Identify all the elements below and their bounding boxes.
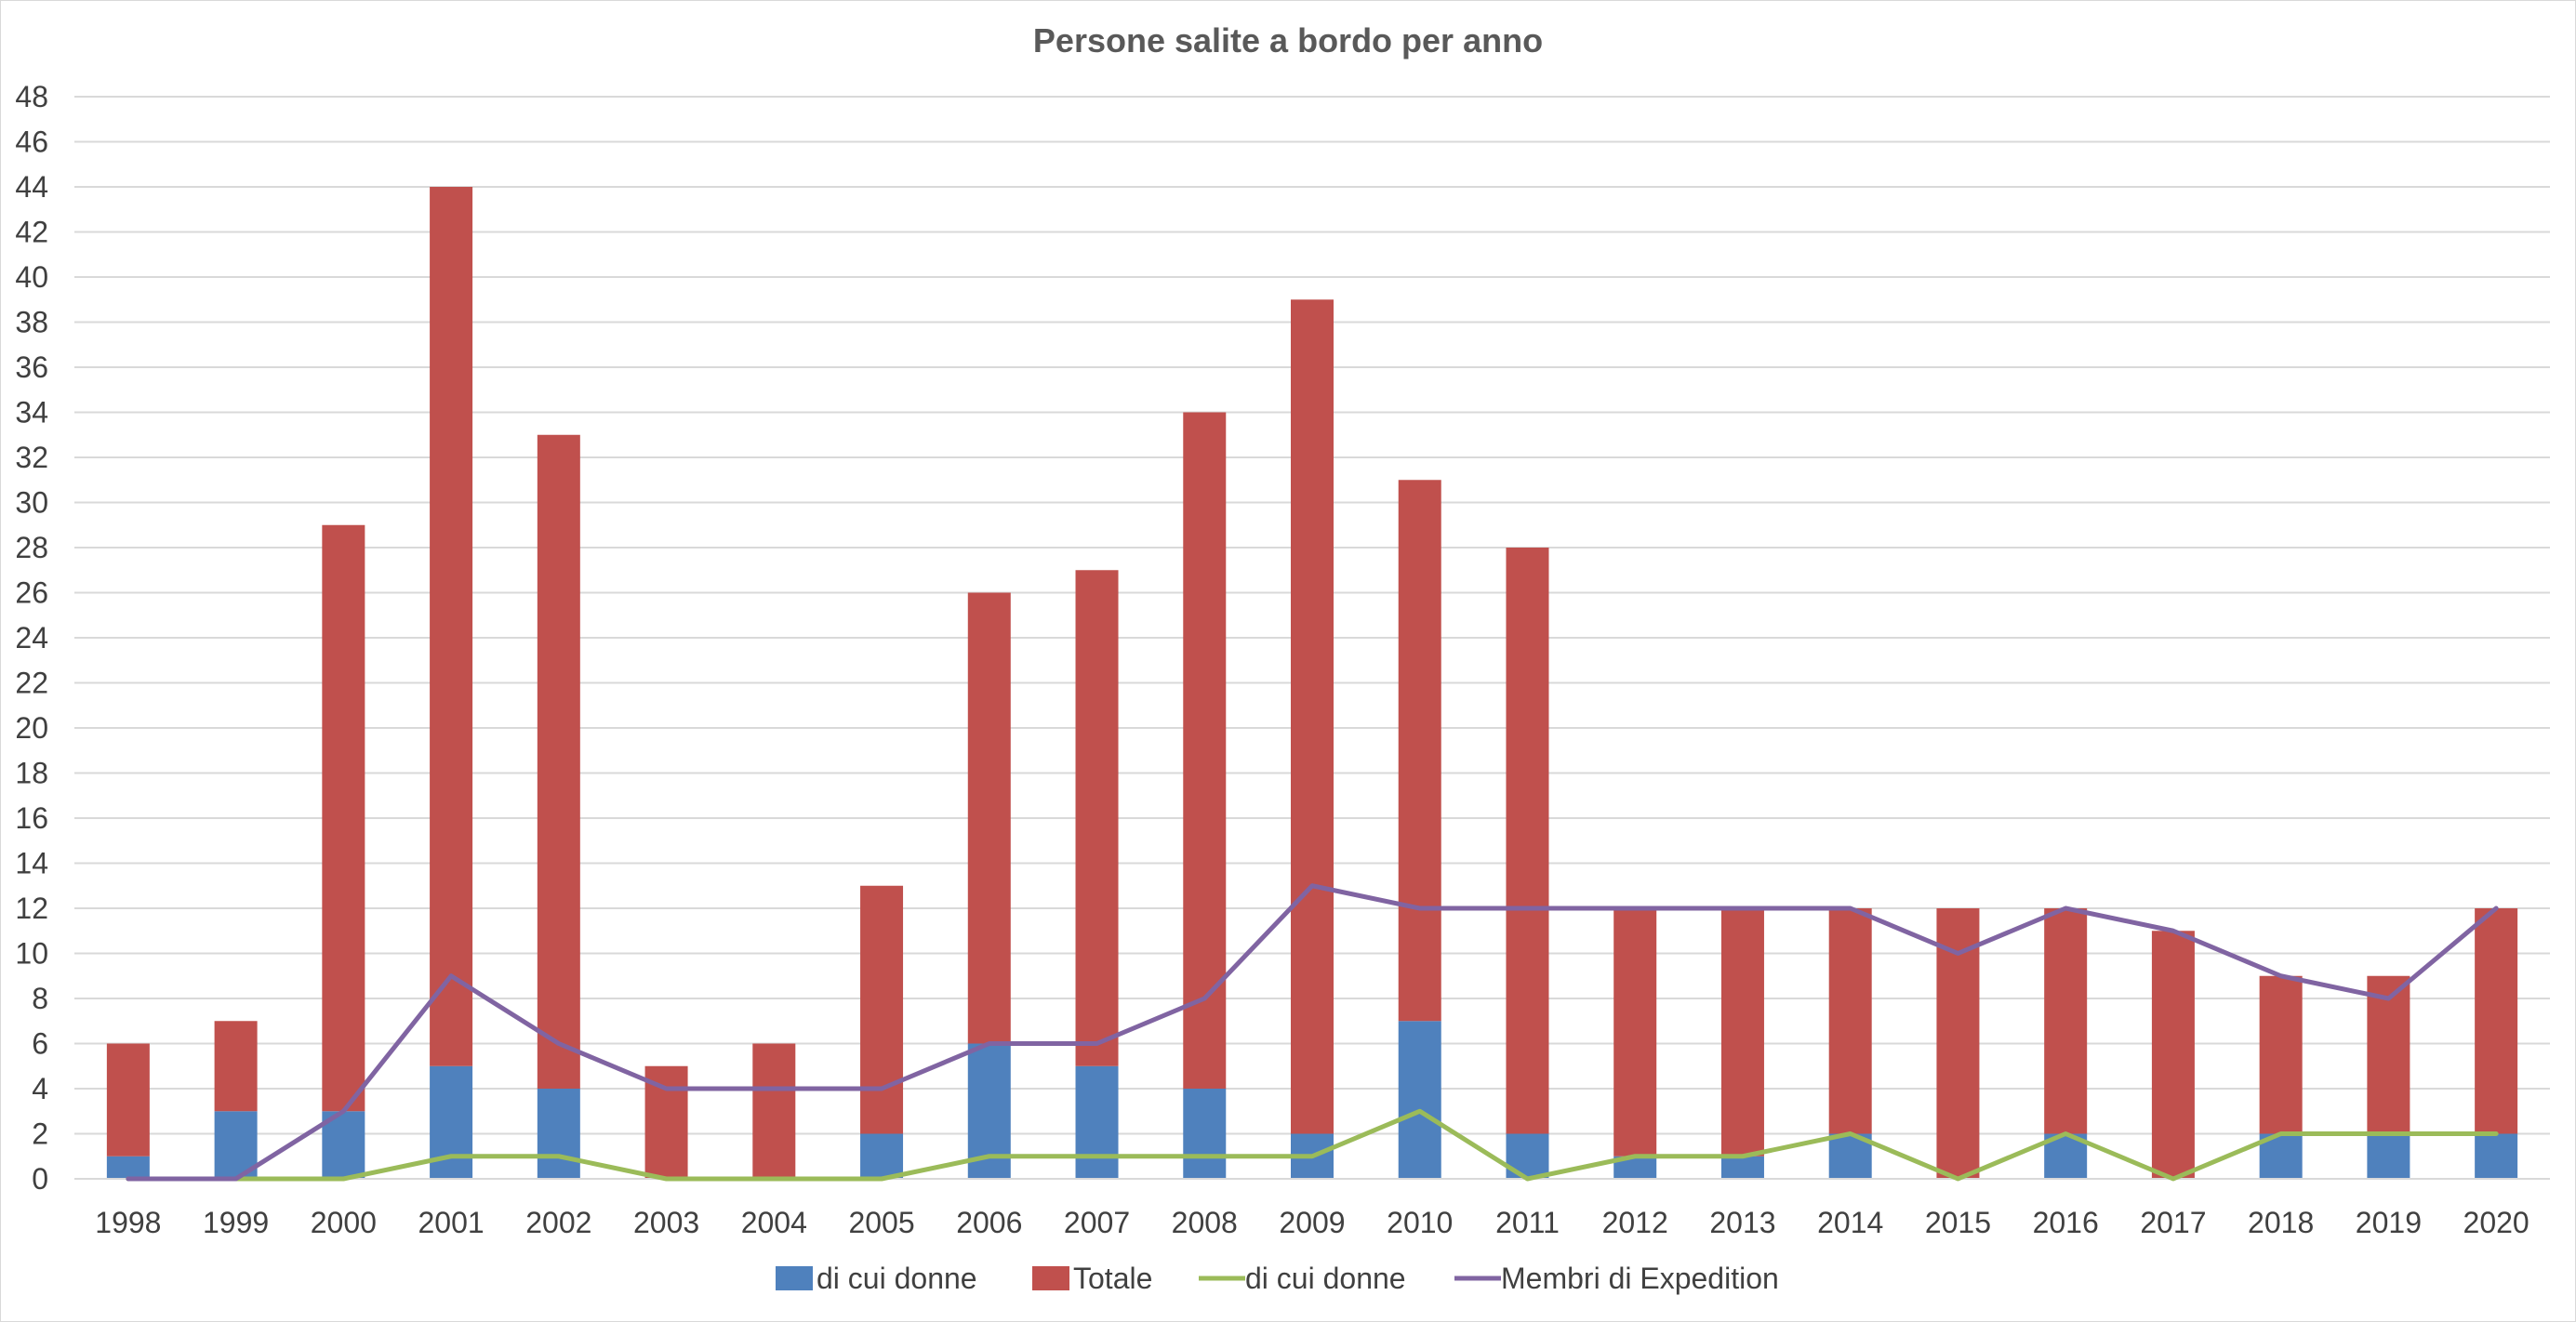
y-tick-label: 20 xyxy=(15,711,48,745)
x-tick-label: 2010 xyxy=(1387,1206,1453,1239)
bars xyxy=(106,187,2518,1179)
y-tick-label: 26 xyxy=(15,576,48,610)
y-tick-label: 30 xyxy=(15,486,48,520)
bar-totale xyxy=(2151,931,2195,1179)
legend: di cui donne Totale di cui donne Membri di … xyxy=(776,1262,1779,1295)
x-tick-label: 2008 xyxy=(1172,1206,1238,1239)
y-tick-label: 16 xyxy=(15,801,48,835)
bar-di-cui-donne xyxy=(1183,1089,1227,1179)
bar-di-cui-donne xyxy=(1720,1156,1764,1179)
bar-totale xyxy=(1183,412,1227,1089)
bar-di-cui-donne xyxy=(430,1065,473,1179)
bar-totale xyxy=(967,592,1011,1044)
bar-totale xyxy=(1613,908,1657,1157)
x-tick-label: 2013 xyxy=(1709,1206,1775,1239)
x-tick-label: 2003 xyxy=(633,1206,699,1239)
bar-totale xyxy=(1075,570,1119,1066)
x-tick-label: 2014 xyxy=(1817,1206,1883,1239)
y-axis-ticks: 0246810121416182022242628303234363840424… xyxy=(15,80,48,1196)
y-tick-label: 36 xyxy=(15,350,48,384)
x-tick-label: 2016 xyxy=(2033,1206,2099,1239)
x-tick-label: 2015 xyxy=(1925,1206,1991,1239)
y-tick-label: 14 xyxy=(15,847,48,880)
legend-label: di cui donne xyxy=(817,1262,977,1295)
x-tick-label: 2001 xyxy=(418,1206,484,1239)
legend-label: Totale xyxy=(1073,1262,1152,1295)
bar-totale xyxy=(2367,975,2410,1134)
y-tick-label: 44 xyxy=(15,170,48,204)
x-tick-label: 2000 xyxy=(311,1206,377,1239)
x-tick-label: 2007 xyxy=(1064,1206,1130,1239)
line-membri-di-expedition xyxy=(126,883,2499,1182)
bar-totale xyxy=(752,1043,796,1179)
y-tick-label: 46 xyxy=(15,126,48,159)
bar-di-cui-donne xyxy=(106,1156,150,1179)
line-di-cui-donne xyxy=(126,1108,2499,1182)
bar-totale xyxy=(1398,480,1441,1022)
y-tick-label: 10 xyxy=(15,937,48,971)
bar-di-cui-donne xyxy=(860,1133,904,1179)
x-tick-label: 2019 xyxy=(2356,1206,2422,1239)
y-tick-label: 4 xyxy=(32,1072,48,1105)
legend-swatch xyxy=(1032,1266,1069,1290)
legend-label: di cui donne xyxy=(1245,1262,1406,1295)
chart-title: Persone salite a bordo per anno xyxy=(1033,21,1543,59)
y-tick-label: 12 xyxy=(15,892,48,925)
bar-totale xyxy=(322,524,365,1112)
y-tick-label: 48 xyxy=(15,80,48,113)
x-tick-label: 2004 xyxy=(741,1206,807,1239)
bar-totale xyxy=(1720,908,1764,1157)
y-tick-label: 24 xyxy=(15,621,48,654)
bar-totale xyxy=(2259,975,2303,1134)
y-tick-label: 6 xyxy=(32,1027,48,1061)
y-tick-label: 42 xyxy=(15,216,48,249)
y-tick-label: 38 xyxy=(15,306,48,339)
bar-totale xyxy=(1291,299,1334,1134)
x-tick-label: 2006 xyxy=(956,1206,1022,1239)
legend-swatch xyxy=(776,1266,813,1290)
bar-totale xyxy=(214,1021,258,1112)
bar-di-cui-donne xyxy=(2367,1133,2410,1179)
bar-totale xyxy=(1828,908,1872,1134)
x-tick-label: 2009 xyxy=(1279,1206,1345,1239)
y-tick-label: 2 xyxy=(32,1117,48,1151)
bar-totale xyxy=(860,885,904,1134)
x-tick-label: 2018 xyxy=(2248,1206,2314,1239)
bar-di-cui-donne xyxy=(2475,1133,2518,1179)
x-tick-label: 2002 xyxy=(525,1206,591,1239)
bar-totale xyxy=(1506,548,1549,1134)
y-tick-label: 0 xyxy=(32,1162,48,1196)
bar-totale xyxy=(2044,908,2088,1134)
bar-totale xyxy=(106,1043,150,1157)
bar-totale xyxy=(2475,908,2518,1134)
bar-di-cui-donne xyxy=(1398,1021,1441,1179)
x-tick-label: 1998 xyxy=(95,1206,161,1239)
x-tick-label: 2012 xyxy=(1602,1206,1668,1239)
x-tick-label: 1999 xyxy=(203,1206,269,1239)
y-tick-label: 18 xyxy=(15,757,48,790)
y-tick-label: 28 xyxy=(15,531,48,564)
x-tick-label: 2020 xyxy=(2463,1206,2530,1239)
x-axis-ticks: 1998 1999 2000 2001 2002 2003 2004 2005 2006 2007… xyxy=(95,1206,2529,1239)
legend-label: Membri di Expedition xyxy=(1501,1262,1779,1295)
y-tick-label: 8 xyxy=(32,982,48,1015)
bar-di-cui-donne xyxy=(537,1089,580,1179)
y-tick-label: 32 xyxy=(15,441,48,474)
bar-totale xyxy=(537,434,580,1089)
x-tick-label: 2005 xyxy=(848,1206,914,1239)
x-tick-label: 2011 xyxy=(1495,1206,1560,1239)
y-tick-label: 40 xyxy=(15,260,48,294)
bar-di-cui-donne xyxy=(1075,1065,1119,1179)
bar-totale xyxy=(430,187,473,1066)
y-tick-label: 34 xyxy=(15,396,48,430)
x-tick-label: 2017 xyxy=(2140,1206,2206,1239)
y-tick-label: 22 xyxy=(15,667,48,700)
lines xyxy=(126,883,2499,1182)
